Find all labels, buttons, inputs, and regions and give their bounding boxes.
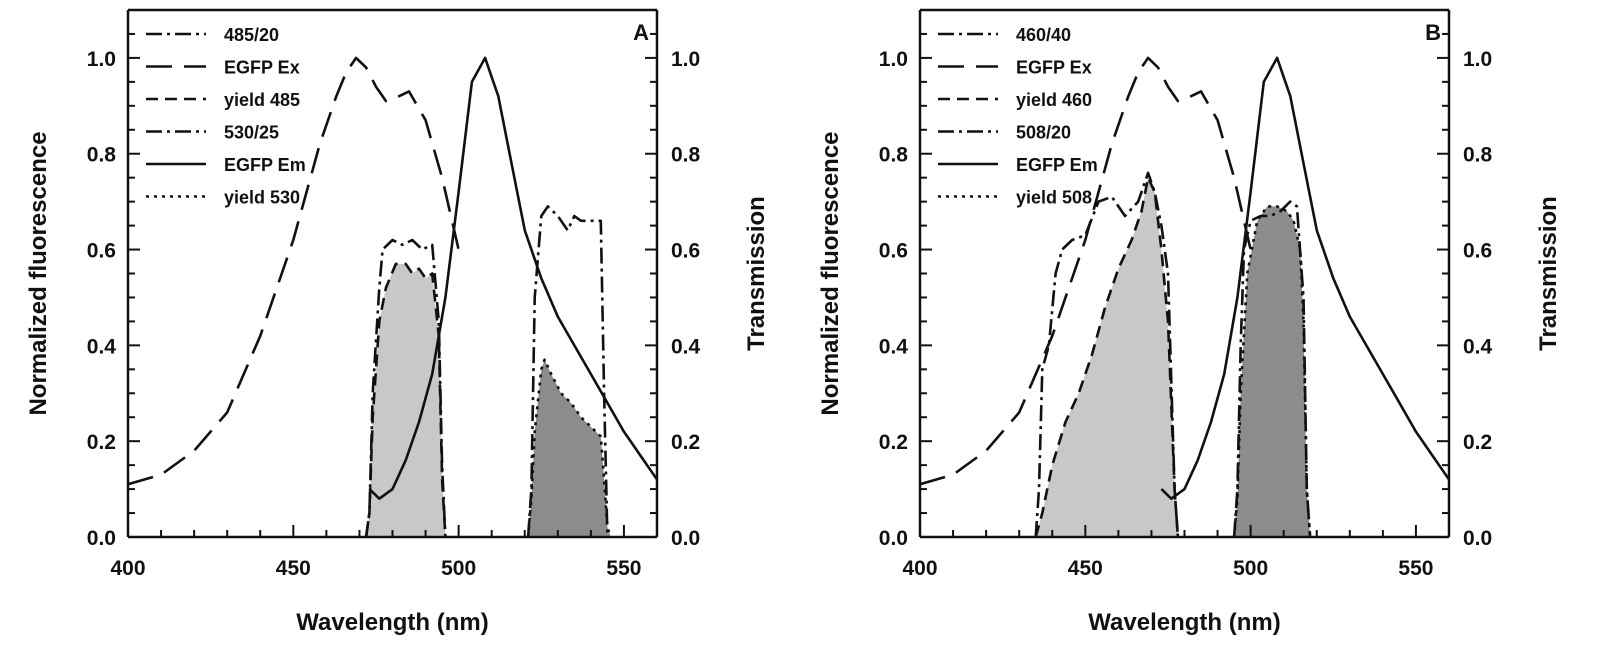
legend-label: 485/20 (224, 25, 279, 45)
y-tick-label: 0.2 (87, 431, 116, 454)
series-line-1 (127, 56, 460, 486)
legend-label: yield 460 (1016, 90, 1092, 110)
y2-tick-label: 0.0 (1463, 527, 1492, 550)
legend-label: EGFP Em (1016, 155, 1098, 175)
yield-area-5 (528, 359, 611, 537)
y2-tick-label: 0.0 (671, 527, 700, 550)
y-tick-label: 0.6 (87, 240, 116, 263)
y2-tick-label: 0.2 (671, 431, 700, 454)
x-tick-label: 450 (276, 557, 311, 580)
legend-label: EGFP Ex (224, 58, 300, 78)
x-tick-label: 550 (606, 557, 641, 580)
y2-tick-label: 0.2 (1463, 431, 1492, 454)
legend-label: yield 530 (224, 188, 300, 208)
series-line-1 (919, 56, 1252, 486)
y-tick-label: 0.4 (87, 335, 117, 358)
series-line-0 (364, 238, 447, 538)
y2-tick-label: 0.6 (671, 240, 700, 263)
y-tick-label: 1.0 (879, 48, 908, 71)
y-tick-label: 0.4 (879, 335, 909, 358)
y2-axis-title: Transmission (1535, 196, 1562, 351)
legend-label: 460/40 (1016, 25, 1071, 45)
y-tick-label: 0.8 (879, 144, 909, 167)
panel-b: 400 450 500 550 0.0 0.2 0.4 0.6 0.8 1.0 0.0 0.2 0.4 0… (817, 8, 1562, 636)
y-tick-label: 0.0 (87, 527, 116, 550)
x-tick-label: 400 (110, 557, 145, 580)
panel-letter: A (633, 20, 649, 45)
y-tick-label: 0.2 (879, 431, 908, 454)
x-tick-label: 400 (902, 557, 937, 580)
y2-tick-label: 0.8 (671, 144, 701, 167)
series-line-2 (364, 262, 447, 538)
series-line-4 (1160, 56, 1451, 500)
panel-a: 400 450 500 550 0.0 0.2 0.4 0.6 0.8 1.0 0.0 0.2 0.4 0… (25, 8, 770, 636)
yield-area-2 (1035, 177, 1178, 537)
legend-label: EGFP Em (224, 155, 306, 175)
y2-tick-label: 0.6 (1463, 240, 1492, 263)
y2-tick-label: 0.4 (1463, 335, 1493, 358)
y-tick-label: 1.0 (87, 48, 116, 71)
x-tick-label: 500 (1233, 557, 1268, 580)
legend-label: yield 508 (1016, 188, 1092, 208)
series-line-4 (368, 56, 659, 500)
x-axis-title: Wavelength (nm) (296, 609, 488, 636)
y2-tick-label: 0.8 (1463, 144, 1493, 167)
series-line-2 (1034, 176, 1180, 538)
series-line-5 (1232, 205, 1312, 538)
legend-label: 508/20 (1016, 123, 1071, 143)
x-tick-label: 500 (441, 557, 476, 580)
y2-tick-label: 1.0 (1463, 48, 1492, 71)
y-tick-label: 0.0 (879, 527, 908, 550)
y2-axis-title: Transmission (743, 196, 770, 351)
x-tick-label: 450 (1068, 557, 1103, 580)
y-tick-label: 0.6 (879, 240, 908, 263)
x-axis-title: Wavelength (nm) (1088, 609, 1280, 636)
y2-tick-label: 0.4 (671, 335, 701, 358)
y-axis-title: Normalized fluorescence (817, 131, 844, 415)
panel-letter: B (1425, 20, 1441, 45)
legend-label: EGFP Ex (1016, 58, 1092, 78)
yield-area-5 (1234, 206, 1311, 537)
x-tick-label: 550 (1398, 557, 1433, 580)
legend-label: 530/25 (224, 123, 279, 143)
series-line-3 (526, 205, 609, 538)
y-tick-label: 0.8 (87, 144, 117, 167)
yield-area-2 (366, 263, 446, 537)
y-axis-title: Normalized fluorescence (25, 131, 52, 415)
y2-tick-label: 1.0 (671, 48, 700, 71)
legend-label: yield 485 (224, 90, 300, 110)
